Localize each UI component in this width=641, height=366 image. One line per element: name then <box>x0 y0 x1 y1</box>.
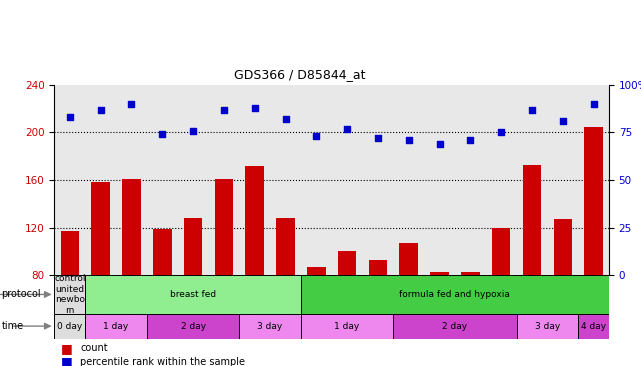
Text: 3 day: 3 day <box>258 322 283 330</box>
Text: GSM7607: GSM7607 <box>250 275 259 314</box>
Point <box>219 107 229 113</box>
Point <box>188 128 198 134</box>
Point <box>65 114 75 120</box>
Text: GSM7605: GSM7605 <box>188 275 197 314</box>
Bar <box>85 314 147 339</box>
Point <box>465 137 476 143</box>
Bar <box>461 272 479 275</box>
Bar <box>215 179 233 275</box>
Bar <box>122 179 141 275</box>
Text: GSM7614: GSM7614 <box>435 275 444 314</box>
Text: time: time <box>1 321 24 331</box>
Bar <box>578 314 609 339</box>
Bar <box>585 127 603 275</box>
Bar <box>399 243 418 275</box>
Point <box>280 116 290 122</box>
Text: 2 day: 2 day <box>442 322 467 330</box>
Text: GSM7609: GSM7609 <box>65 275 74 314</box>
Bar <box>522 165 541 275</box>
Bar <box>85 275 301 314</box>
Text: GDS366 / D85844_at: GDS366 / D85844_at <box>234 68 365 81</box>
Bar <box>246 166 264 275</box>
Bar <box>307 267 326 275</box>
Bar <box>184 218 203 275</box>
Text: 1 day: 1 day <box>103 322 129 330</box>
Text: GSM7608: GSM7608 <box>281 275 290 314</box>
Text: 2 day: 2 day <box>181 322 206 330</box>
Bar <box>301 275 609 314</box>
Bar <box>92 182 110 275</box>
Text: GSM7602: GSM7602 <box>96 275 105 314</box>
Point <box>588 101 599 107</box>
Text: GSM7610: GSM7610 <box>312 275 320 314</box>
Text: count: count <box>80 343 108 353</box>
Point <box>249 105 260 111</box>
Bar <box>369 260 387 275</box>
Bar <box>239 314 301 339</box>
Bar <box>61 231 79 275</box>
Point <box>527 107 537 113</box>
Text: 4 day: 4 day <box>581 322 606 330</box>
Point <box>435 141 445 147</box>
Text: breast fed: breast fed <box>170 290 216 299</box>
Point <box>311 133 321 139</box>
Text: GSM7611: GSM7611 <box>343 275 352 314</box>
Bar <box>430 272 449 275</box>
Text: ■: ■ <box>61 341 72 355</box>
Bar <box>54 275 85 314</box>
Text: 1 day: 1 day <box>335 322 360 330</box>
Point <box>157 131 167 137</box>
Bar <box>553 219 572 275</box>
Text: GSM7619: GSM7619 <box>589 275 598 314</box>
Text: 0 day: 0 day <box>57 322 83 330</box>
Text: GSM7603: GSM7603 <box>127 275 136 314</box>
Bar <box>492 228 510 275</box>
Bar <box>338 251 356 275</box>
Text: GSM7616: GSM7616 <box>497 275 506 314</box>
Text: protocol: protocol <box>1 290 41 299</box>
Point <box>126 101 137 107</box>
Text: GSM7617: GSM7617 <box>528 275 537 314</box>
Text: GSM7612: GSM7612 <box>374 275 383 314</box>
Bar <box>54 314 85 339</box>
Point <box>342 126 353 132</box>
Text: GSM7615: GSM7615 <box>466 275 475 314</box>
Point <box>373 135 383 141</box>
Text: ■: ■ <box>61 355 72 366</box>
Text: percentile rank within the sample: percentile rank within the sample <box>80 357 245 366</box>
Bar <box>394 314 517 339</box>
Text: GSM7613: GSM7613 <box>404 275 413 314</box>
Point <box>558 118 568 124</box>
Bar <box>153 229 172 275</box>
Point <box>404 137 414 143</box>
Bar <box>517 314 578 339</box>
Text: GSM7618: GSM7618 <box>558 275 567 314</box>
Text: formula fed and hypoxia: formula fed and hypoxia <box>399 290 510 299</box>
Bar <box>147 314 239 339</box>
Text: control
united
newbo
rn: control united newbo rn <box>54 274 86 314</box>
Bar <box>301 314 394 339</box>
Point <box>496 130 506 135</box>
Text: GSM7606: GSM7606 <box>219 275 228 314</box>
Text: GSM7604: GSM7604 <box>158 275 167 314</box>
Point <box>96 107 106 113</box>
Text: 3 day: 3 day <box>535 322 560 330</box>
Bar <box>276 218 295 275</box>
